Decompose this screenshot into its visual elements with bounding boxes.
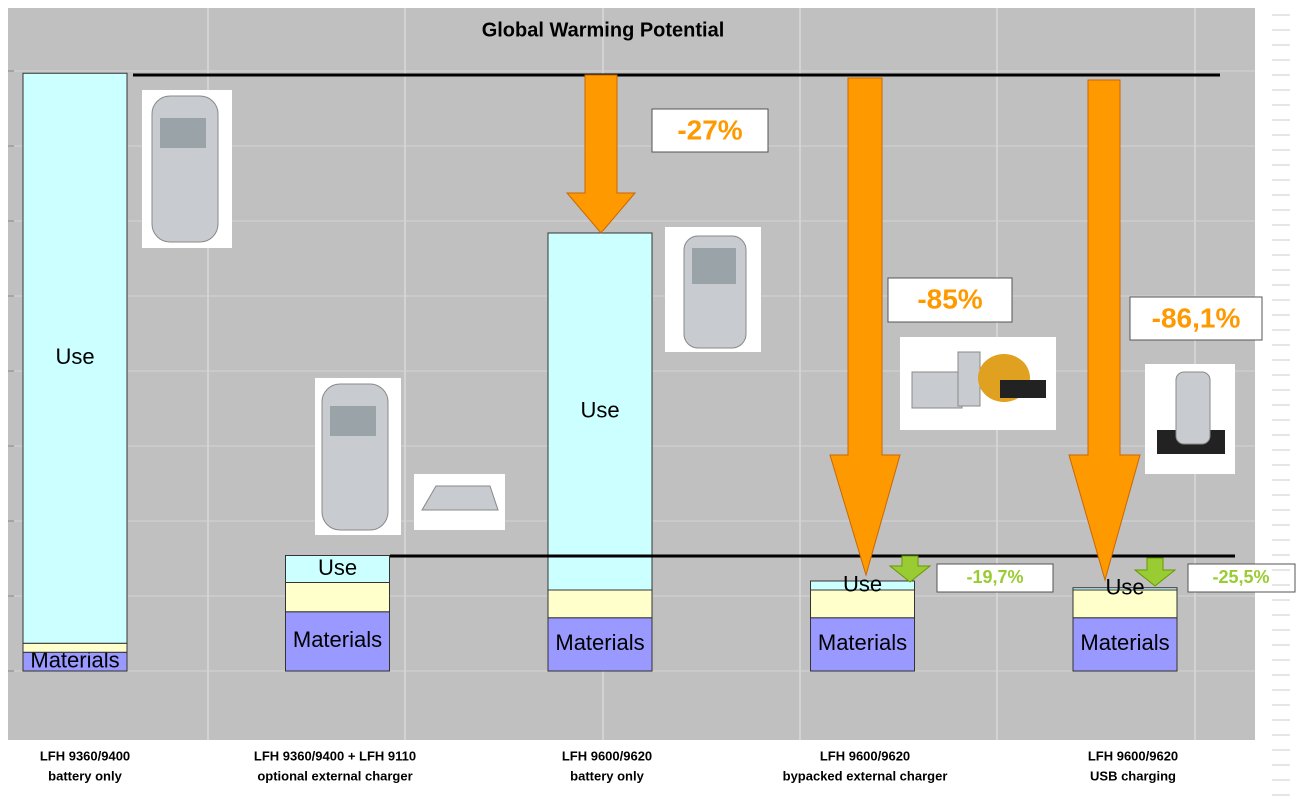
reduction-arrow (829, 77, 901, 577)
bar-segment (547, 589, 653, 619)
segment-label: Use (1105, 575, 1144, 600)
annotation-box (651, 108, 769, 153)
annotation-box (1129, 296, 1263, 341)
x-tick-label: LFH 9600/9620 (562, 748, 652, 763)
x-tick-label: battery only (570, 768, 644, 783)
annotation: -86,1% (1152, 302, 1241, 333)
annotation: -27% (677, 114, 742, 145)
segment-label: Use (318, 555, 357, 580)
reduction-arrow (1068, 79, 1141, 582)
annotation: -85% (917, 283, 982, 314)
segment-label: Use (843, 571, 882, 596)
bar-segment (285, 555, 390, 583)
segment-label: Materials (1080, 630, 1169, 655)
bar-segment (22, 72, 128, 644)
segment-label: Materials (555, 630, 644, 655)
x-tick-label: LFH 9360/9400 (40, 748, 130, 763)
annotation-box (887, 277, 1013, 323)
bar-segment (285, 582, 390, 613)
annotation-box (936, 563, 1054, 593)
x-tick-label: battery only (48, 768, 122, 783)
bars: Materials Use Materials Use Materials Use Mate… (22, 72, 1178, 672)
bar-segment (1072, 587, 1178, 591)
x-tick-label: LFH 9360/9400 + LFH 9110 (254, 748, 416, 763)
bar-segment (1072, 617, 1178, 672)
bar-segment (810, 589, 915, 619)
segment-label: Materials (293, 627, 382, 652)
chart-title: Global Warming Potential (482, 19, 725, 41)
product-photo (142, 90, 1235, 535)
segment-label: Use (55, 344, 94, 369)
reduction-arrow (1133, 557, 1177, 587)
annotation: -19,7% (966, 567, 1023, 587)
x-tick-label: USB charging (1090, 768, 1176, 783)
x-tick-label: LFH 9600/9620 (820, 748, 910, 763)
bar-segment (547, 617, 653, 672)
reduction-arrow (888, 555, 932, 583)
side-strip (1272, 14, 1290, 796)
bar-segment (810, 617, 915, 672)
x-tick-label: optional external charger (257, 768, 412, 783)
bar-segment (1072, 589, 1178, 619)
bar-segment (22, 642, 128, 653)
x-tick-label: bypacked external charger (783, 768, 948, 783)
reduction-arrow (565, 74, 637, 234)
x-tick-label: LFH 9600/9620 (1088, 748, 1178, 763)
annotation-box (1187, 563, 1296, 593)
segment-label: Materials (818, 630, 907, 655)
bar-segment (547, 232, 653, 591)
segment-label: Use (580, 397, 619, 422)
annotation: -25,5% (1212, 567, 1269, 587)
bar-segment (810, 580, 915, 591)
